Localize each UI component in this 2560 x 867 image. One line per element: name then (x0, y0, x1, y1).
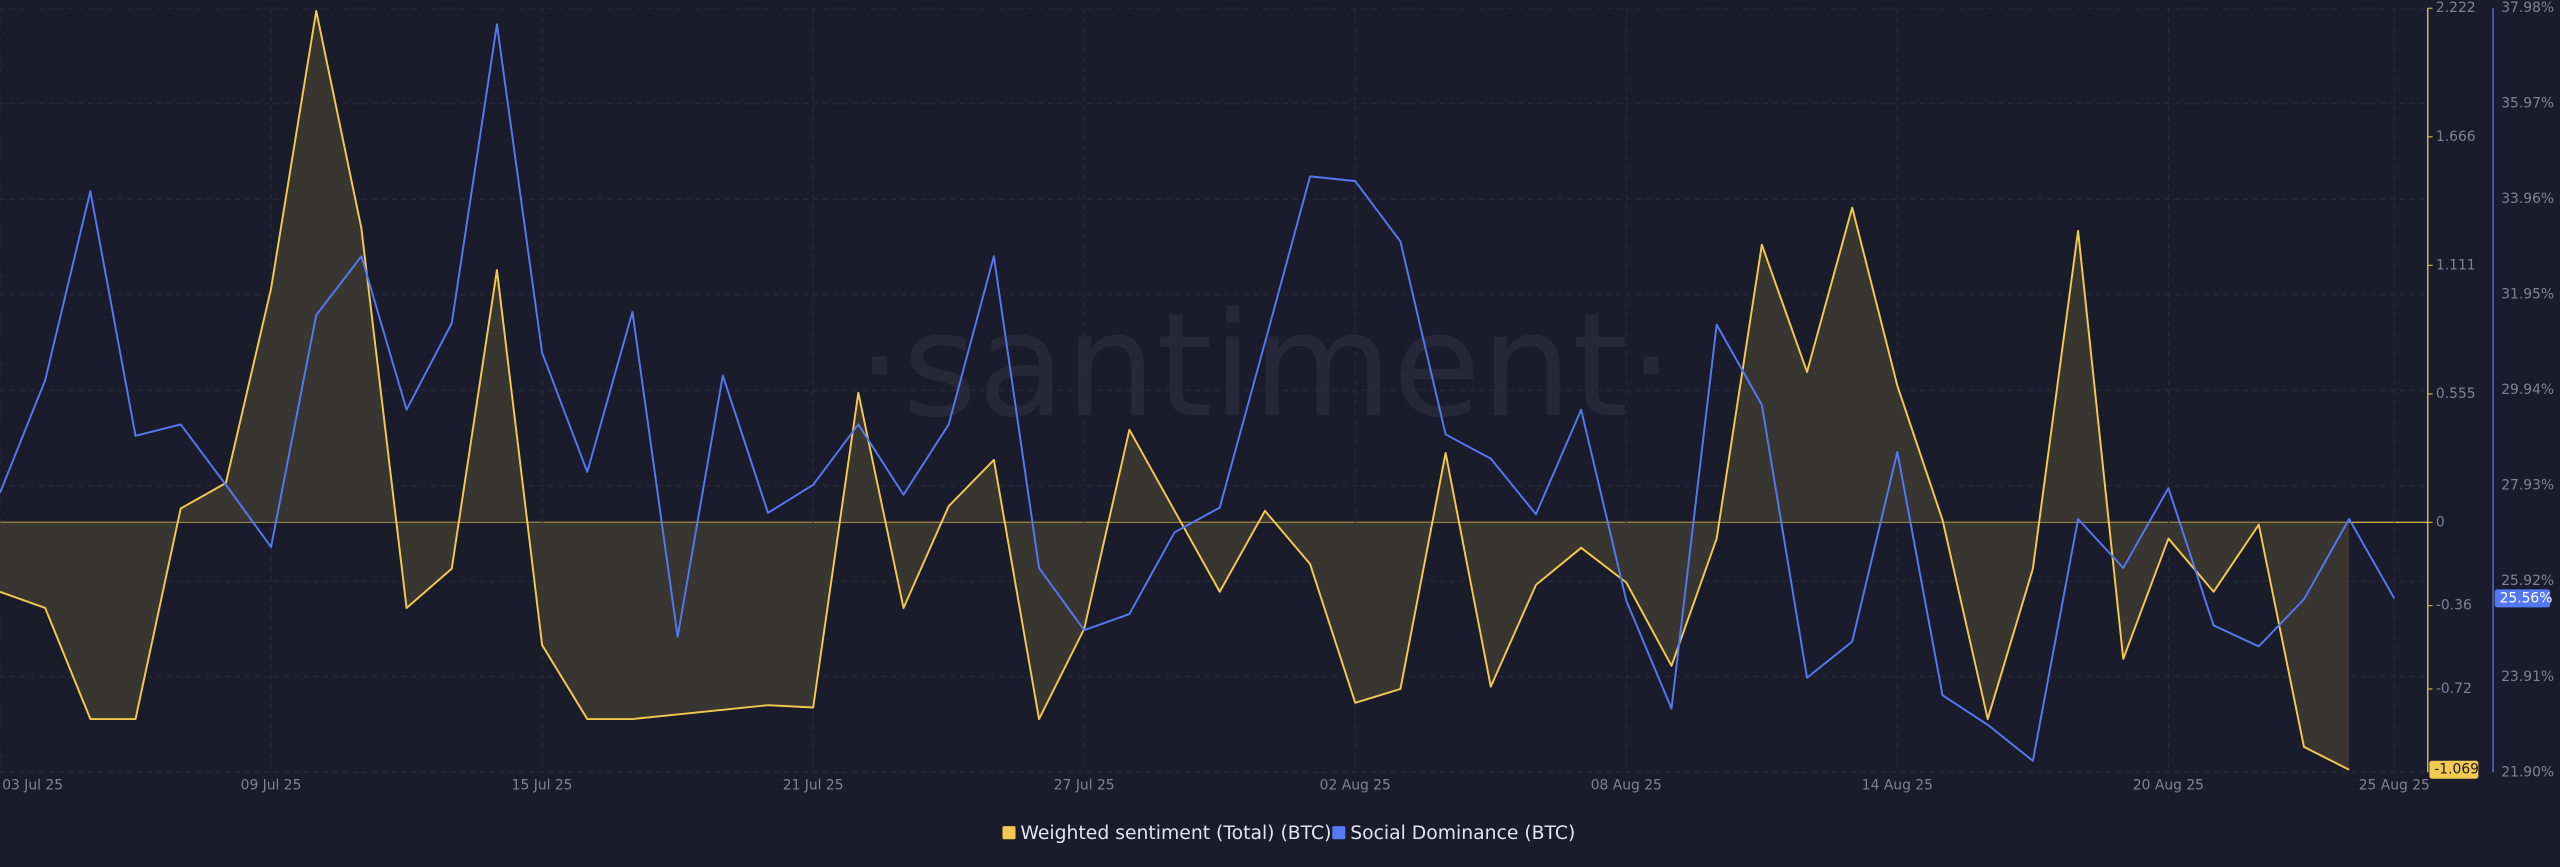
x-tick-label: 27 Jul 25 (1054, 777, 1115, 793)
x-tick-label: 14 Aug 25 (1862, 777, 1933, 793)
y2-tick-label: 33.96% (2501, 191, 2554, 207)
value-tag (2429, 760, 2479, 779)
y2-tick-label: 37.98% (2501, 0, 2554, 16)
x-tick-label: 03 Jul 25 (2, 777, 63, 793)
y2-tick-label: 35.97% (2501, 96, 2554, 112)
y2-tick-label: 25.92% (2501, 573, 2554, 589)
y2-tick-label: 31.95% (2501, 287, 2554, 303)
legend-label: Weighted sentiment (Total) (BTC) (1020, 823, 1331, 844)
x-tick-label: 09 Jul 25 (241, 777, 302, 793)
y2-tick-label: 21.90% (2501, 764, 2554, 780)
y2-tick-label: 27.93% (2501, 478, 2554, 494)
legend-label: Social Dominance (BTC) (1350, 823, 1575, 844)
value-tag (2494, 589, 2551, 608)
value-label: 25.56% (2500, 590, 2553, 606)
x-tick-label: 15 Jul 25 (512, 777, 573, 793)
y-tick-label: 1.666 (2436, 129, 2476, 145)
line (0, 9, 2350, 771)
y-tick-label: 1.111 (2436, 257, 2476, 273)
y-tick-label: 2.222 (2436, 0, 2476, 16)
area (0, 10, 2350, 770)
y-tick-label: -0.36 (2436, 598, 2472, 614)
x-tick-label: 02 Aug 25 (1320, 777, 1391, 793)
x-tick-label: 20 Aug 25 (2133, 777, 2204, 793)
y-tick-label: 0.555 (2436, 386, 2476, 402)
y2-tick-label: 29.94% (2501, 382, 2554, 398)
x-tick-label: 21 Jul 25 (783, 777, 844, 793)
y2-tick-label: 23.91% (2501, 669, 2554, 685)
legend-swatch (1002, 826, 1016, 840)
y-tick-label: 0 (2436, 514, 2445, 530)
y-tick-label: -0.72 (2436, 681, 2472, 697)
line (0, 23, 2396, 762)
legend-swatch (1332, 826, 1346, 840)
watermark: ·santiment· (857, 282, 1674, 449)
x-tick-label: 25 Aug 25 (2359, 777, 2430, 793)
x-tick-label: 08 Aug 25 (1591, 777, 1662, 793)
value-label: -1.069 (2434, 762, 2479, 778)
